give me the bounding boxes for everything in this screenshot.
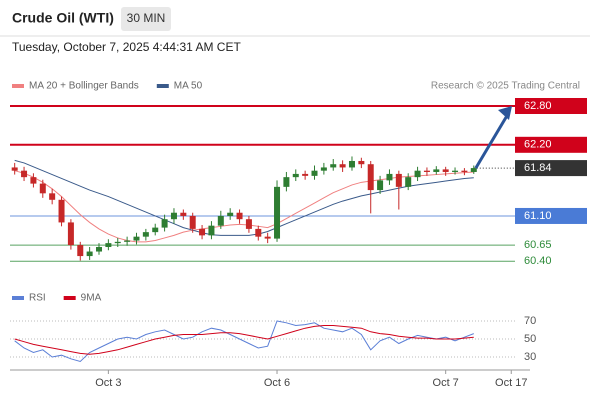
candle-body (227, 212, 234, 216)
legend-label: MA 50 (174, 81, 203, 92)
candle-body (124, 240, 131, 242)
candle-body (77, 245, 84, 257)
candle-body (58, 199, 65, 223)
candle-body (161, 219, 168, 228)
legend-swatch (12, 84, 24, 88)
x-tick-label: Oct 17 (495, 377, 527, 389)
legend-swatch (12, 296, 24, 300)
candle-body (105, 243, 112, 248)
candle-body (21, 170, 28, 178)
level-label-box (515, 97, 587, 114)
candle-body (67, 222, 74, 246)
legend-label: MA 20 + Bollinger Bands (29, 81, 139, 92)
candle-body (264, 236, 271, 239)
level-label: 61.84 (524, 162, 552, 174)
level-label-box (515, 136, 587, 153)
legend-label: RSI (29, 293, 46, 304)
candle-body (39, 183, 46, 194)
candle-body (255, 228, 262, 237)
candle-body (311, 170, 318, 176)
ma-line (14, 159, 474, 236)
rsi-line (14, 325, 474, 355)
candle-body (133, 236, 140, 241)
candle-body (348, 160, 355, 168)
candle-body (96, 247, 103, 252)
y-tick-label: 70 (524, 315, 536, 327)
candle-body (367, 164, 374, 191)
y-tick-label: 30 (524, 351, 536, 363)
credit: Research © 2025 Trading Central (431, 81, 580, 92)
candle-body (358, 160, 365, 165)
projection-arrowhead (498, 105, 512, 120)
title: Crude Oil (WTI) (12, 10, 114, 26)
candle-body (274, 186, 281, 239)
x-tick-label: Oct 7 (433, 377, 459, 389)
interval-badge (121, 7, 171, 31)
rsi-line (14, 320, 474, 363)
interval: 30 MIN (127, 11, 166, 25)
candle-body (470, 168, 477, 172)
candle-body (461, 170, 468, 172)
candle-body (49, 193, 56, 200)
candle-body (86, 251, 93, 257)
level-label-box (515, 160, 587, 177)
candle-body (330, 164, 337, 168)
level-label: 61.10 (524, 210, 552, 222)
candle-body (292, 173, 299, 178)
x-tick-label: Oct 6 (264, 377, 290, 389)
candle-body (208, 225, 215, 236)
candle-body (245, 219, 252, 229)
candle-body (414, 170, 421, 178)
legend-swatch (63, 296, 76, 300)
candle-body (433, 169, 440, 172)
candle-body (339, 164, 346, 168)
datetime: Tuesday, October 7, 2025 4:44:31 AM CET (12, 40, 241, 54)
y-tick-label: 50 (524, 333, 536, 345)
candle-body (442, 169, 449, 172)
candle-body (236, 212, 243, 220)
candle-body (386, 173, 393, 181)
candle-body (199, 228, 206, 236)
legend-label: 9MA (81, 293, 102, 304)
candle-body (180, 212, 187, 216)
candle-body (11, 167, 18, 171)
candle-body (423, 170, 430, 172)
level-label: 60.40 (524, 255, 552, 267)
candle-body (217, 215, 224, 226)
level-label-box (515, 207, 587, 224)
candle-body (405, 177, 412, 187)
candle-body (152, 227, 159, 233)
candle-body (320, 167, 327, 171)
x-tick-label: Oct 3 (95, 377, 121, 389)
projection-arrow (474, 113, 510, 169)
legend-swatch (156, 84, 169, 88)
candle-body (170, 212, 177, 220)
level-label: 62.80 (524, 100, 552, 112)
candle-body (452, 170, 459, 172)
level-label: 60.65 (524, 239, 552, 251)
candle-body (395, 173, 402, 187)
candle-body (283, 177, 290, 187)
candle-body (30, 177, 37, 184)
candle-body (377, 180, 384, 191)
candle-body (189, 215, 196, 229)
candle-body (114, 241, 121, 244)
level-label: 62.20 (524, 139, 552, 151)
candle-body (302, 173, 309, 176)
candle-body (142, 232, 149, 237)
